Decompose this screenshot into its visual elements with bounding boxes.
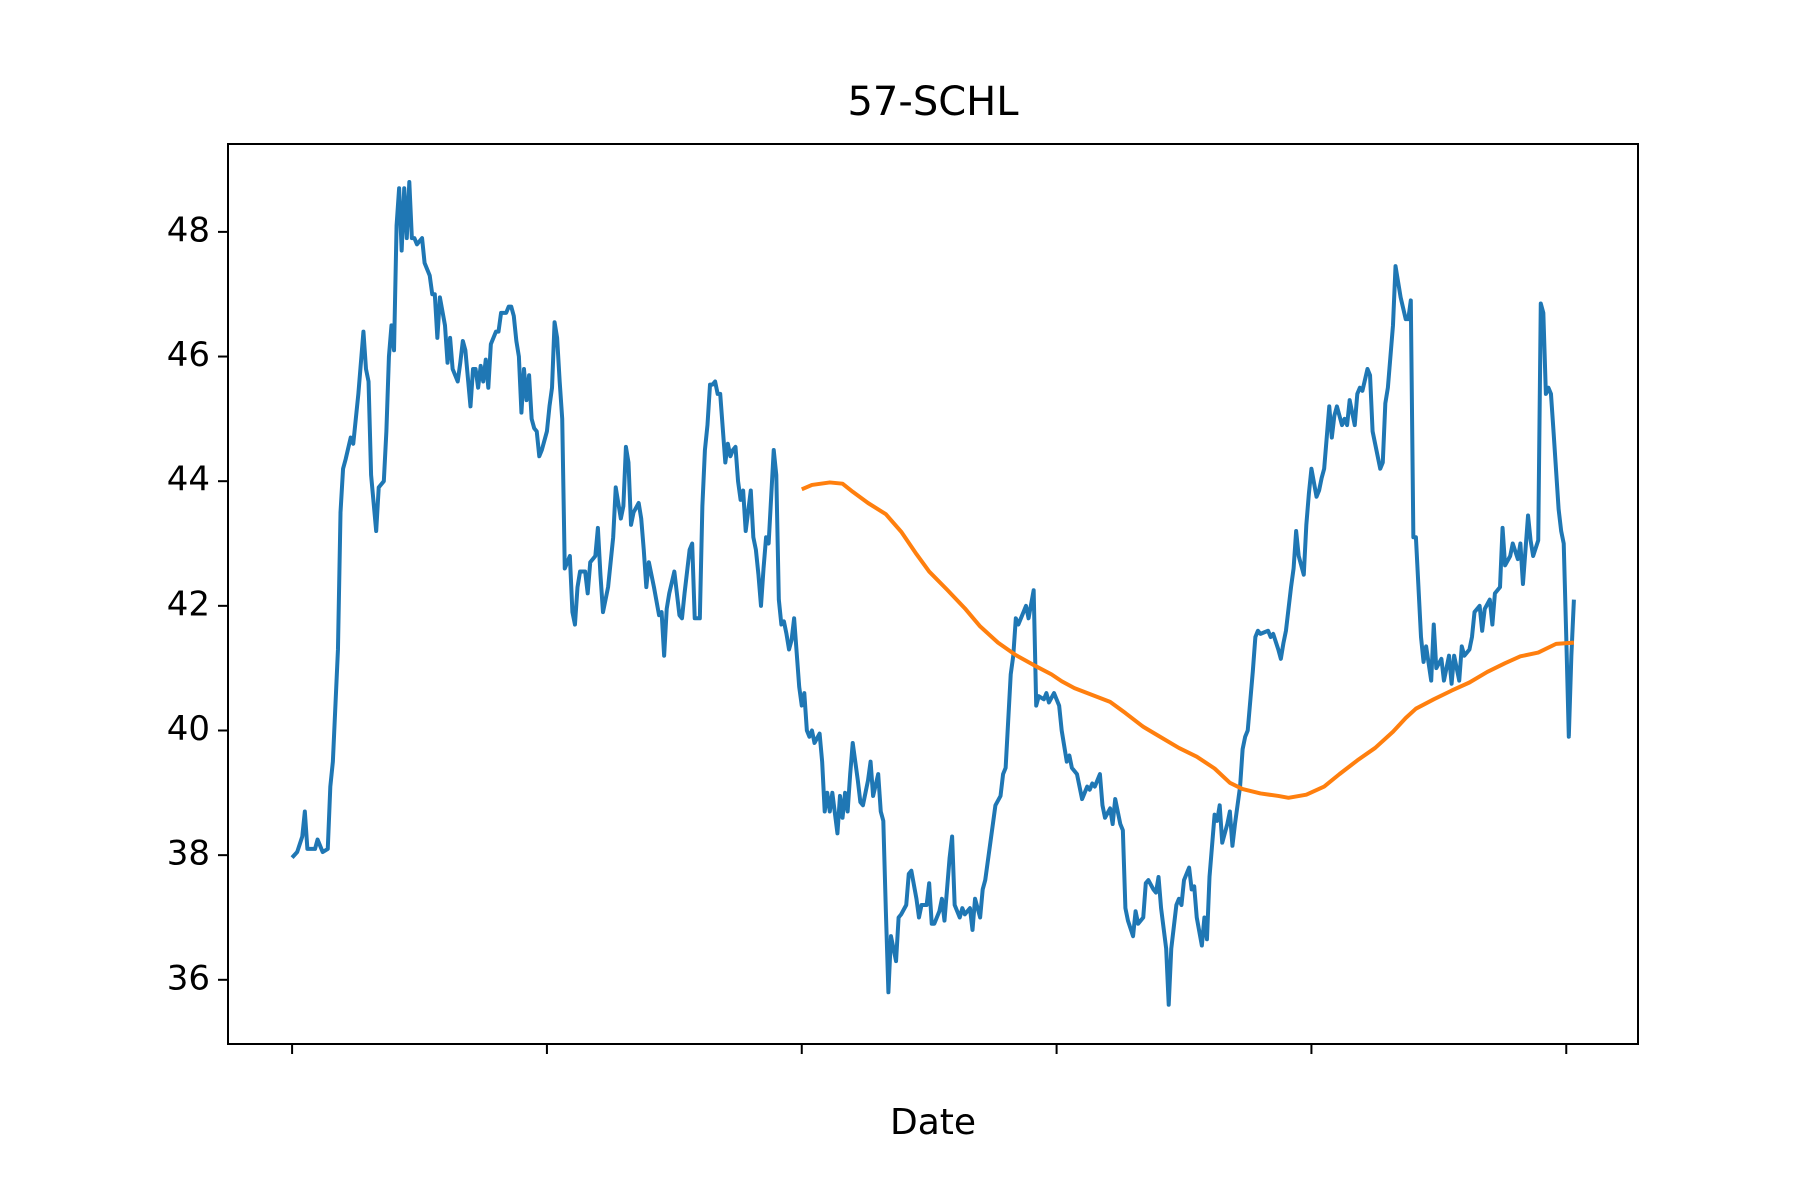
y-tick-label: 46 xyxy=(167,335,210,375)
y-tick-label: 44 xyxy=(167,460,210,500)
y-tick-label: 42 xyxy=(167,584,210,624)
plot-frame xyxy=(227,143,1639,1045)
line-series xyxy=(290,180,1576,1007)
line-series xyxy=(800,480,1575,800)
y-tick-label: 38 xyxy=(167,834,210,874)
x-axis-label: Date xyxy=(890,1102,976,1143)
chart-title: 57-SCHL xyxy=(847,79,1019,125)
y-tick-label: 36 xyxy=(167,958,210,998)
y-tick-label: 40 xyxy=(167,709,210,749)
y-tick-label: 48 xyxy=(167,210,210,250)
